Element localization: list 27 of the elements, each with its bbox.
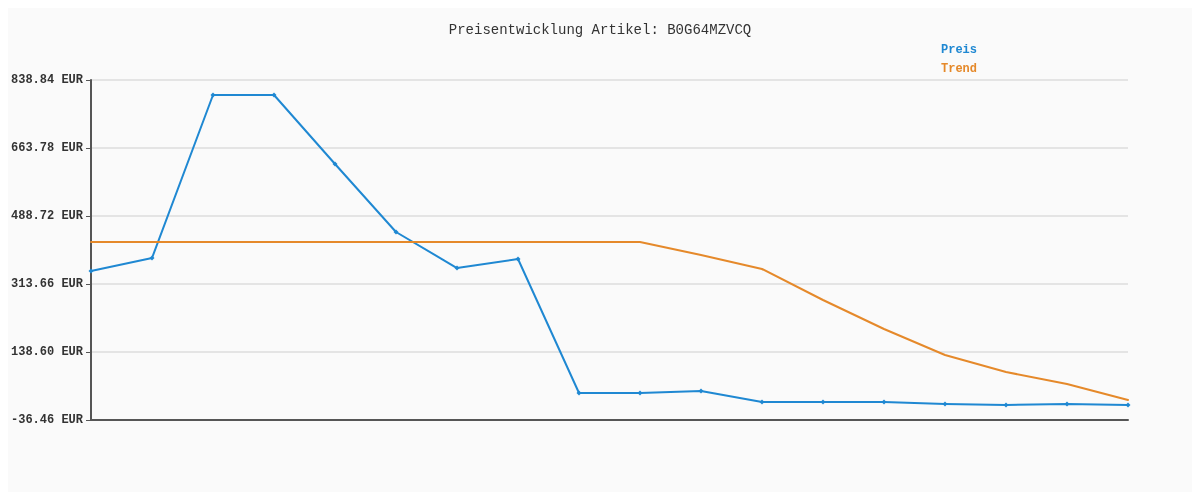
y-tick-label: 663.78 EUR (11, 141, 84, 155)
point (1003, 402, 1009, 408)
y-tick-label: 313.66 EUR (11, 277, 84, 291)
y-tick-label: 488.72 EUR (11, 209, 84, 223)
chart-title: Preisentwicklung Artikel: B0G64MZVCQ (448, 22, 752, 38)
point (881, 399, 887, 405)
point (1125, 402, 1131, 408)
point (515, 256, 521, 262)
text: Preis (940, 43, 978, 57)
point (698, 388, 704, 394)
point (576, 390, 582, 396)
text: Trend (940, 62, 978, 76)
point (210, 92, 216, 98)
point (332, 161, 338, 167)
y-tick-label: -36.46 EUR (11, 413, 84, 427)
point (942, 401, 948, 407)
point (271, 92, 277, 98)
point (393, 229, 399, 235)
point (454, 265, 460, 271)
y-tick-label: 838.84 EUR (11, 73, 84, 87)
point (759, 399, 765, 405)
point (88, 268, 94, 274)
y-tick-label: 138.60 EUR (11, 345, 84, 359)
point (1064, 401, 1070, 407)
point (820, 399, 826, 405)
point (149, 255, 155, 261)
point (637, 390, 643, 396)
